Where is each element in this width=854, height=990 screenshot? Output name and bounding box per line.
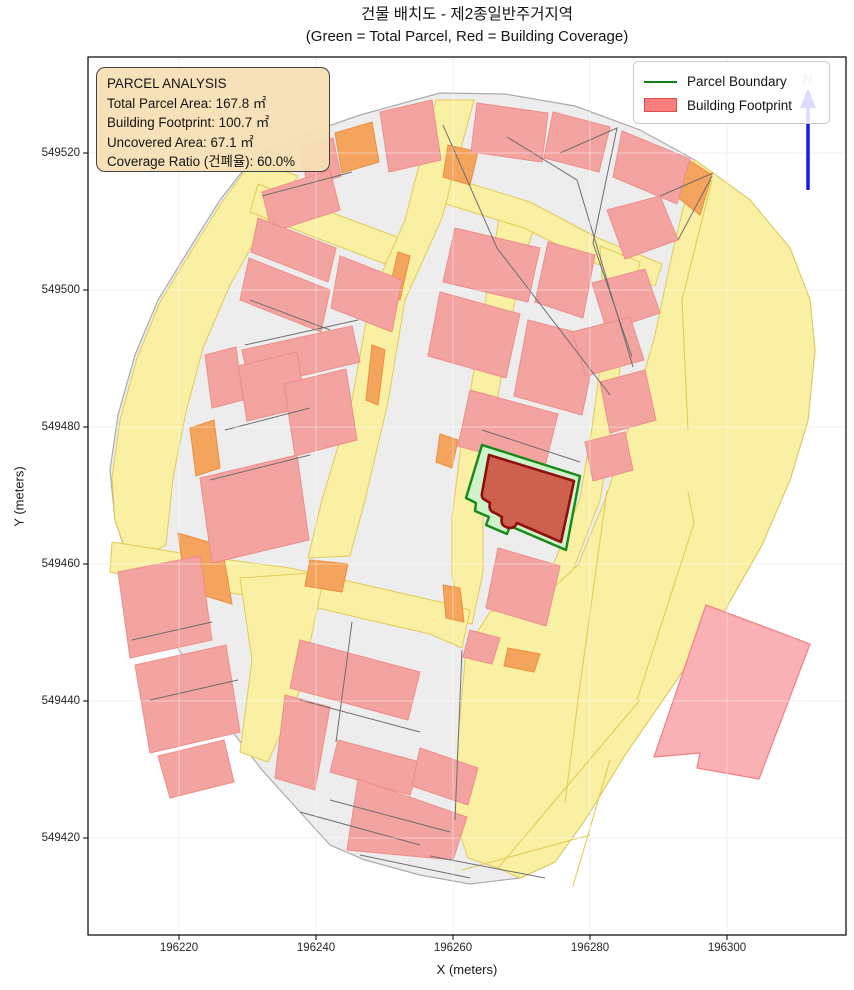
building-polygon <box>199 454 310 564</box>
total-parcel-area: Total Parcel Area: 167.8 ㎡ <box>107 95 267 111</box>
building-polygon <box>261 169 341 233</box>
parcel-lines-layer <box>131 124 714 879</box>
road-edge-line <box>681 179 713 431</box>
building-polygon <box>283 368 358 457</box>
y-axis-label: Y (meters) <box>11 466 27 527</box>
x-tick-label: 196260 <box>433 942 473 954</box>
chart-subtitle: (Green = Total Parcel, Red = Building Co… <box>305 28 629 45</box>
uncovered-area: Uncovered Area: 67.1 ㎡ <box>107 134 254 150</box>
y-tick-label: 549420 <box>41 832 80 844</box>
parcel-line <box>559 127 633 358</box>
parcel-line <box>454 649 463 821</box>
parcel-line <box>659 172 714 197</box>
orange-parcel <box>442 584 465 623</box>
orange-parcel <box>435 433 459 469</box>
parcel-line <box>261 171 353 197</box>
x-tick-label: 196240 <box>296 942 336 954</box>
y-tick-label: 549440 <box>41 695 80 707</box>
parcel-line <box>244 319 359 346</box>
orange-parcel <box>189 419 221 477</box>
building-polygon <box>157 739 235 799</box>
building-polygon <box>330 255 403 333</box>
road-edge-line <box>636 491 695 701</box>
building-polygon <box>250 217 337 283</box>
parcel-line <box>429 855 546 879</box>
parcel-line <box>299 699 421 733</box>
building-polygon <box>591 268 661 332</box>
parcel-line <box>224 407 311 431</box>
building-polygon <box>599 369 657 434</box>
orange-parcel <box>503 647 541 673</box>
map-layers <box>88 57 846 935</box>
building-polygon <box>289 639 421 721</box>
building-polygon <box>612 130 691 205</box>
building-polygon <box>543 111 611 173</box>
y-tick-label: 549460 <box>41 558 80 570</box>
tick-marks <box>83 152 728 940</box>
building-footprint-area: Building Footprint: 100.7 ㎡ <box>107 115 270 131</box>
parcel-line <box>481 429 581 463</box>
legend-label: Building Footprint <box>687 97 793 113</box>
legend-label: Parcel Boundary <box>687 74 787 90</box>
legend-item-building-footprint: Building Footprint <box>644 94 819 116</box>
road-edge-line <box>461 834 591 871</box>
building-polygon <box>485 547 561 627</box>
parcel-line <box>359 854 471 879</box>
x-axis-label: X (meters) <box>436 962 498 977</box>
parcel-analysis-heading: PARCEL ANALYSIS <box>107 76 227 91</box>
y-tick-label: 549500 <box>41 284 80 296</box>
parcel-line <box>299 811 421 846</box>
parcel-line <box>209 454 311 481</box>
parcel-line <box>249 299 331 331</box>
orange-parcel <box>334 121 380 174</box>
parcel-line <box>329 799 451 833</box>
building-polygon <box>379 99 442 173</box>
building-polygon <box>411 747 479 806</box>
southeast-building <box>653 604 811 780</box>
chart-title: 건물 배치도 - 제2종일반주거지역 <box>360 6 574 23</box>
building-polygon <box>534 241 596 319</box>
plot-frame <box>87 56 847 936</box>
x-tick-label: 196220 <box>159 942 199 954</box>
building-polygon <box>117 555 213 659</box>
building-polygon <box>204 346 244 409</box>
parcel-line <box>677 175 713 241</box>
building-polygon <box>584 431 634 482</box>
x-tick-label: 196300 <box>707 942 747 954</box>
building-polygon <box>134 644 241 754</box>
road-edge-line <box>497 699 641 869</box>
building-polygon <box>571 316 645 377</box>
y-tick-label: 549480 <box>41 421 80 433</box>
building-footprint-patch-swatch <box>644 98 677 113</box>
highlight-building-footprint <box>480 453 576 544</box>
legend-item-parcel-boundary: Parcel Boundary <box>644 71 819 93</box>
coverage-ratio: Coverage Ratio (건폐율): 60.0% <box>107 154 296 170</box>
road-edge-line <box>564 489 608 804</box>
road-edge-line <box>572 759 611 887</box>
building-polygon <box>462 629 501 665</box>
x-tick-label: 196280 <box>570 942 610 954</box>
y-tick-label: 549520 <box>41 147 80 159</box>
building-polygon <box>442 227 541 303</box>
orange-parcel <box>365 344 386 406</box>
building-polygon <box>427 291 521 379</box>
building-polygon <box>470 102 549 163</box>
grid-over <box>88 57 846 935</box>
building-polygon <box>329 739 421 796</box>
building-polygon <box>274 694 331 791</box>
road-polygon <box>454 159 816 879</box>
parcel-boundary-line-swatch <box>644 80 677 83</box>
legend: Parcel Boundary Building Footprint <box>633 61 830 124</box>
parcel-line <box>442 124 611 396</box>
parcel-line <box>149 679 239 701</box>
parcel-line <box>335 621 353 743</box>
parcel-analysis-box: PARCEL ANALYSIS Total Parcel Area: 167.8… <box>96 67 330 172</box>
building-polygon <box>239 257 331 333</box>
parcel-line <box>131 621 213 641</box>
orange-parcel <box>304 559 349 593</box>
road-parcel-lines <box>461 179 713 887</box>
chart-title-block: 건물 배치도 - 제2종일반주거지역 (Green = Total Parcel… <box>88 4 846 48</box>
